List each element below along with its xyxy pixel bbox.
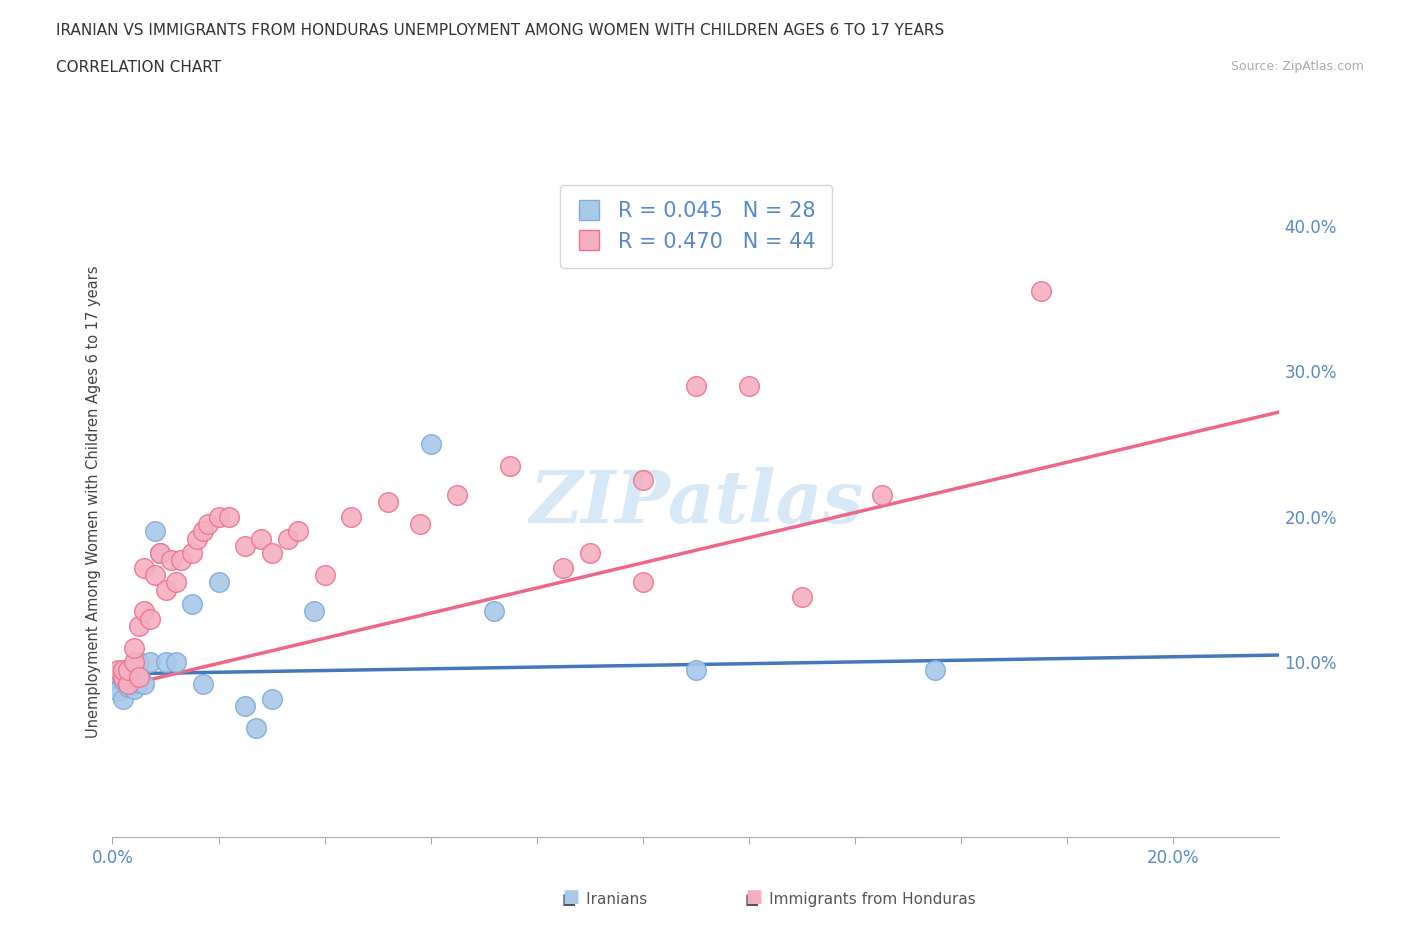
Text: ■  Iranians: ■ Iranians xyxy=(562,892,648,907)
Point xyxy=(149,546,172,561)
Point xyxy=(128,618,150,633)
Point xyxy=(107,667,129,682)
Point xyxy=(314,567,336,582)
Point xyxy=(186,531,208,546)
Point xyxy=(233,698,256,713)
Point xyxy=(112,672,135,687)
Point xyxy=(134,677,156,692)
Point xyxy=(117,680,139,695)
Point xyxy=(207,575,229,590)
Point xyxy=(122,655,145,670)
Point xyxy=(553,560,575,575)
Point xyxy=(302,604,325,618)
Point xyxy=(149,546,172,561)
Point xyxy=(579,546,602,561)
Point xyxy=(128,667,150,682)
Point xyxy=(170,553,193,568)
Point xyxy=(134,604,156,618)
Point xyxy=(112,670,135,684)
Point xyxy=(1029,284,1052,299)
Point xyxy=(143,567,166,582)
Point xyxy=(377,495,399,510)
Point xyxy=(870,487,893,502)
Point xyxy=(197,516,219,531)
Point xyxy=(143,524,166,538)
Point xyxy=(165,655,187,670)
Point xyxy=(134,560,156,575)
Point xyxy=(112,691,135,706)
Point xyxy=(207,510,229,525)
Point xyxy=(117,677,139,692)
Point xyxy=(117,662,139,677)
Point xyxy=(499,458,522,473)
Point xyxy=(138,655,160,670)
Point xyxy=(446,487,468,502)
Point xyxy=(409,516,432,531)
Point xyxy=(287,524,309,538)
Point xyxy=(107,684,129,698)
Point xyxy=(218,510,240,525)
Point xyxy=(419,436,441,451)
Point xyxy=(160,553,183,568)
Point xyxy=(631,473,654,488)
Point xyxy=(233,538,256,553)
Point xyxy=(128,670,150,684)
Point xyxy=(484,604,506,618)
Point xyxy=(107,662,129,677)
Point xyxy=(181,546,204,561)
Point xyxy=(122,670,145,684)
Point xyxy=(165,575,187,590)
Point xyxy=(117,667,139,682)
Point xyxy=(155,582,177,597)
Text: IRANIAN VS IMMIGRANTS FROM HONDURAS UNEMPLOYMENT AMONG WOMEN WITH CHILDREN AGES : IRANIAN VS IMMIGRANTS FROM HONDURAS UNEM… xyxy=(56,23,945,38)
Point xyxy=(138,611,160,626)
Point xyxy=(260,691,283,706)
Text: ■: ■ xyxy=(562,888,579,906)
Legend: R = 0.045   N = 28, R = 0.470   N = 44: R = 0.045 N = 28, R = 0.470 N = 44 xyxy=(560,184,832,268)
Point xyxy=(340,510,363,525)
Point xyxy=(155,655,177,670)
Point xyxy=(128,675,150,690)
Point xyxy=(181,597,204,612)
Point xyxy=(260,546,283,561)
Text: Source: ZipAtlas.com: Source: ZipAtlas.com xyxy=(1230,60,1364,73)
Point xyxy=(245,721,267,736)
Point xyxy=(924,662,946,677)
Point xyxy=(738,379,761,393)
Point xyxy=(128,655,150,670)
Point xyxy=(685,662,707,677)
Y-axis label: Unemployment Among Women with Children Ages 6 to 17 years: Unemployment Among Women with Children A… xyxy=(86,266,101,738)
Point xyxy=(191,677,214,692)
Text: CORRELATION CHART: CORRELATION CHART xyxy=(56,60,221,75)
Text: ■  Immigrants from Honduras: ■ Immigrants from Honduras xyxy=(745,892,976,907)
Text: ZIPatlas: ZIPatlas xyxy=(529,467,863,538)
Point xyxy=(631,575,654,590)
Point xyxy=(122,641,145,656)
Point xyxy=(112,662,135,677)
Point xyxy=(250,531,273,546)
Point xyxy=(790,590,813,604)
Point xyxy=(685,379,707,393)
Point xyxy=(122,681,145,696)
Text: ■: ■ xyxy=(745,888,762,906)
Point xyxy=(191,524,214,538)
Point xyxy=(276,531,298,546)
